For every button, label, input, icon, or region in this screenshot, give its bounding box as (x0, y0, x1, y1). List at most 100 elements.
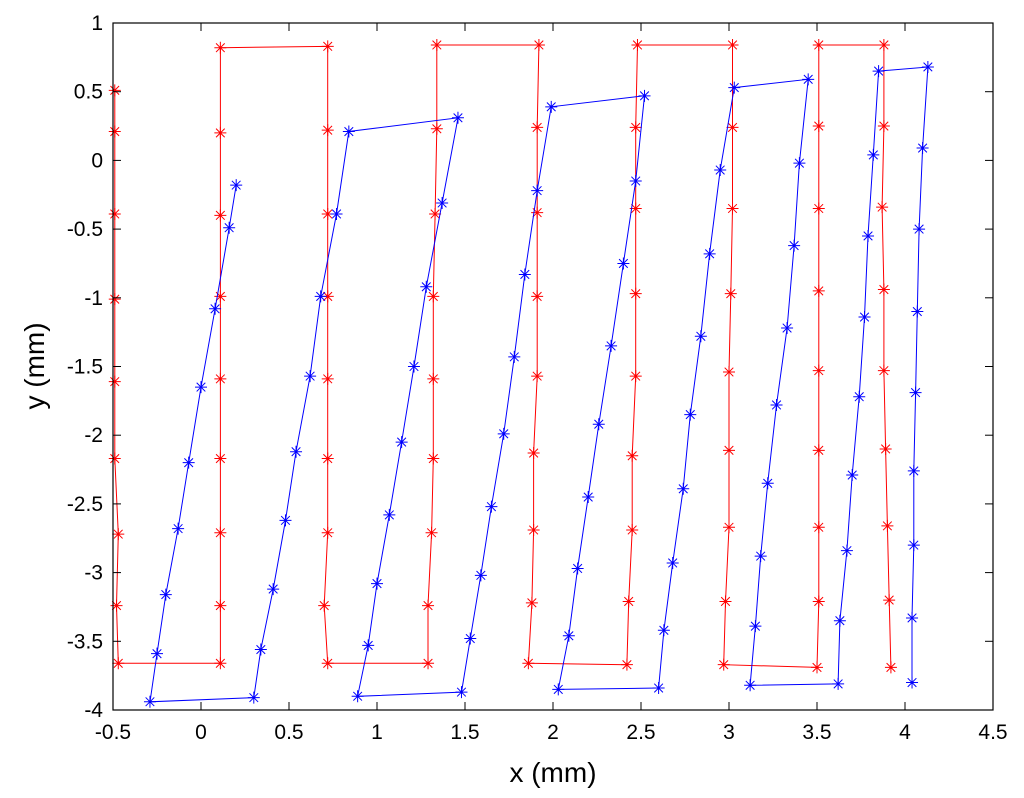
data-point (214, 452, 227, 465)
y-tick-label: -1.5 (67, 356, 103, 379)
data-point (909, 386, 922, 399)
data-point (617, 257, 630, 270)
data-point (108, 84, 121, 97)
data-point (451, 111, 464, 124)
data-point (108, 293, 121, 306)
data-point (884, 661, 897, 674)
y-tick-label: 0 (91, 149, 103, 172)
data-point (407, 360, 420, 373)
data-point (906, 676, 919, 689)
data-point (223, 221, 236, 234)
data-point (788, 239, 801, 252)
data-point (422, 599, 435, 612)
data-point (881, 519, 894, 532)
data-point (531, 121, 544, 134)
y-tick-label: -2.5 (67, 493, 103, 516)
data-point (846, 469, 859, 482)
data-point (464, 632, 477, 645)
data-point (351, 690, 364, 703)
data-point (582, 491, 595, 504)
data-point (853, 390, 866, 403)
data-point (430, 38, 443, 51)
data-point (427, 372, 440, 385)
x-tick-label: 4.5 (978, 721, 1007, 744)
data-point (112, 528, 125, 541)
data-point (518, 268, 531, 281)
data-point (832, 677, 845, 690)
data-point (304, 370, 317, 383)
x-tick-label: 0.5 (274, 721, 303, 744)
data-point (214, 41, 227, 54)
series-2 (143, 60, 934, 708)
data-point (812, 284, 825, 297)
data-point (728, 81, 741, 94)
data-point (638, 89, 651, 102)
data-point (754, 550, 767, 563)
data-point (877, 120, 890, 133)
data-point (143, 695, 156, 708)
data-point (726, 121, 739, 134)
y-tick-label: -1 (84, 287, 103, 310)
data-point (907, 464, 920, 477)
x-axis-title: x (mm) (509, 757, 596, 788)
data-point (552, 683, 565, 696)
data-point (812, 444, 825, 457)
y-tick-label: 1 (91, 12, 103, 35)
data-point (182, 456, 195, 469)
data-point (321, 452, 334, 465)
data-point (877, 364, 890, 377)
data-point (911, 305, 924, 318)
data-point (342, 125, 355, 138)
data-point (436, 196, 449, 209)
series-layer (108, 38, 934, 708)
data-point (172, 522, 185, 535)
data-point (427, 452, 440, 465)
data-point (626, 524, 639, 537)
data-point (214, 657, 227, 670)
data-point (719, 595, 732, 608)
data-point (723, 444, 735, 457)
data-point (877, 38, 890, 51)
data-point (209, 302, 222, 315)
y-tick-label: -0.5 (67, 218, 103, 241)
x-tick-label: -0.5 (95, 721, 131, 744)
data-point (214, 599, 227, 612)
data-point (247, 691, 260, 704)
data-point (279, 514, 292, 527)
data-point (508, 350, 521, 363)
x-tick-label: 3 (723, 721, 735, 744)
data-point (862, 229, 875, 242)
data-point (833, 614, 846, 627)
data-point (422, 657, 435, 670)
data-point (321, 124, 334, 137)
data-point (744, 679, 757, 692)
data-point (562, 629, 575, 642)
data-point (812, 521, 825, 534)
data-point (802, 73, 815, 86)
data-point (455, 686, 468, 699)
data-point (622, 595, 635, 608)
data-point (108, 375, 121, 388)
data-point (531, 370, 544, 383)
data-point (532, 38, 545, 51)
data-point (314, 290, 327, 303)
data-point (812, 120, 825, 133)
data-point (812, 202, 825, 215)
data-point (723, 521, 735, 534)
data-point (629, 370, 642, 383)
data-point (684, 408, 697, 421)
data-point (362, 639, 375, 652)
data-point (545, 100, 558, 113)
data-point (858, 311, 871, 324)
data-point (531, 290, 544, 303)
data-point (883, 594, 896, 607)
data-point (290, 445, 303, 458)
x-tick-label: 1 (371, 721, 383, 744)
data-point (497, 427, 510, 440)
data-point (879, 442, 892, 455)
data-point (761, 477, 774, 490)
data-point (112, 657, 125, 670)
data-point (652, 682, 665, 695)
data-point (629, 287, 642, 300)
